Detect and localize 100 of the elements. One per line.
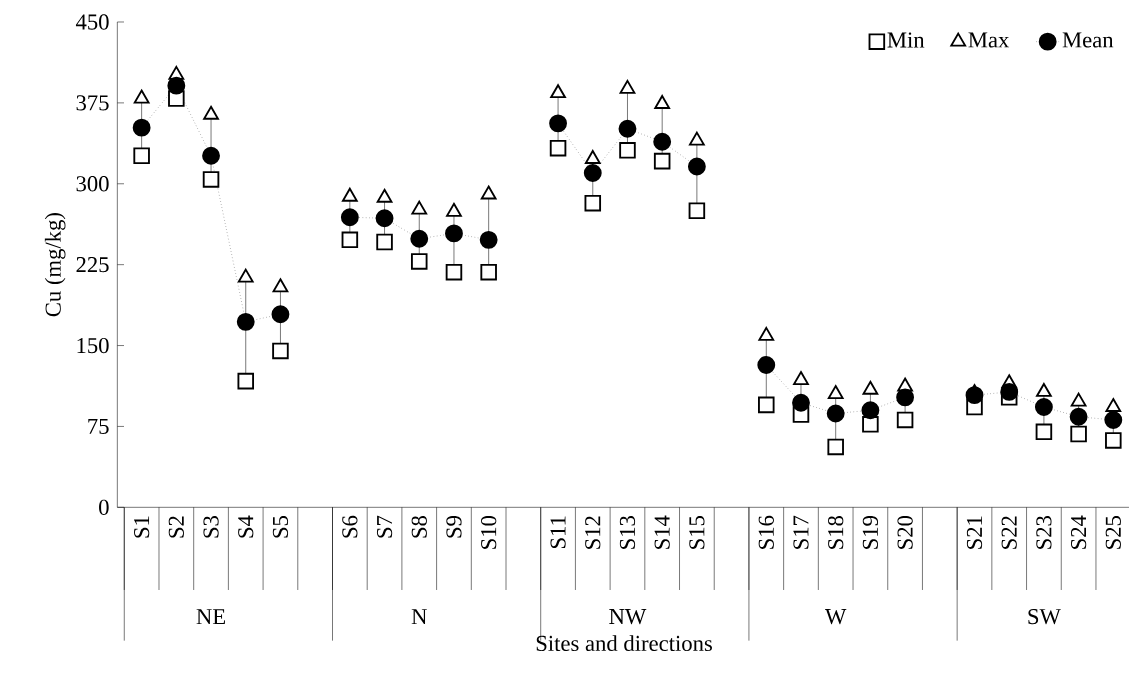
text: NW (609, 609, 647, 625)
point (132, 118, 151, 137)
text: SW (1028, 608, 1061, 625)
x-tick-label: S8 (411, 516, 427, 538)
x-tick-label: S19 (862, 516, 879, 549)
point (237, 372, 255, 390)
point (202, 171, 220, 188)
y-tick-label: 300 (76, 176, 109, 192)
legend-label: Mean (1062, 32, 1114, 48)
x-tick-label: S14 (654, 515, 670, 549)
point (202, 146, 220, 165)
point (862, 380, 879, 395)
point (619, 142, 636, 159)
point (896, 388, 915, 407)
point (375, 209, 394, 228)
point (341, 231, 359, 249)
point (792, 393, 810, 412)
x-tick-label: S21 (966, 516, 983, 549)
x-tick-label: S10 (481, 516, 497, 549)
point (619, 79, 636, 94)
point (479, 230, 498, 249)
point (1036, 382, 1052, 397)
legend-label: Max (968, 32, 1010, 48)
point (687, 157, 706, 176)
x-tick-label: S20 (897, 516, 913, 549)
point (757, 356, 776, 374)
point (583, 164, 602, 182)
text: N (411, 609, 427, 625)
point (341, 187, 358, 202)
text: NE (196, 609, 226, 625)
x-tick-label: S5 (272, 516, 289, 538)
point (965, 386, 984, 405)
point (861, 401, 880, 420)
point (689, 131, 705, 146)
x-tick-label: S1 (134, 516, 150, 538)
x-tick-label: S15 (689, 516, 705, 549)
x-tick-label: S17 (793, 515, 809, 549)
y-tick-label: 225 (76, 257, 109, 273)
point (1104, 411, 1123, 429)
y-tick-label: 0 (99, 499, 109, 515)
point (203, 105, 219, 120)
x-tick-label: S4 (238, 515, 254, 538)
x-tick-label: S6 (342, 515, 358, 538)
point (549, 139, 567, 157)
x-tick-label: S18 (828, 516, 844, 549)
x-tick-label: S2 (168, 516, 184, 538)
point (411, 200, 428, 215)
point (1105, 432, 1122, 449)
point (654, 95, 671, 109)
point (445, 224, 463, 243)
point (1070, 392, 1087, 407)
point (758, 326, 775, 341)
point (237, 268, 254, 283)
point (653, 152, 671, 170)
y-tick-label: 375 (76, 95, 109, 111)
y-tick-label: 75 (88, 418, 109, 434)
point (549, 114, 568, 133)
point (758, 396, 775, 414)
point (480, 185, 497, 200)
point (1034, 398, 1053, 416)
point (410, 253, 428, 270)
x-tick-label: S13 (619, 516, 636, 549)
x-tick-label: S25 (1105, 516, 1121, 549)
point (584, 194, 602, 212)
point (376, 233, 393, 251)
point (445, 263, 463, 281)
x-tick-label: S12 (585, 516, 601, 549)
text: W (825, 609, 847, 625)
point (272, 342, 289, 360)
y-tick-label: 450 (75, 14, 109, 30)
point (827, 385, 844, 400)
point (896, 411, 914, 429)
point (133, 89, 150, 104)
point (826, 404, 845, 423)
point (827, 438, 844, 456)
point (618, 119, 637, 138)
point (410, 229, 429, 248)
x-tick-label: S11 (550, 516, 566, 549)
point (271, 305, 290, 324)
point (446, 202, 462, 217)
x-tick-label: S16 (758, 515, 774, 549)
point (167, 76, 186, 95)
legend-label: Min (887, 32, 925, 48)
x-tick-label: S23 (1036, 516, 1052, 549)
point (1070, 425, 1087, 443)
point (1069, 407, 1088, 426)
point (584, 150, 601, 164)
x-tick-label: S7 (376, 515, 393, 538)
point (272, 278, 289, 293)
point (862, 416, 879, 433)
y-tick-label: 150 (77, 337, 109, 354)
point (550, 84, 566, 99)
point (688, 202, 706, 220)
point (376, 188, 393, 203)
point (480, 263, 497, 281)
point (1000, 382, 1019, 401)
point (133, 147, 150, 164)
x-tick-label: S9 (446, 516, 462, 538)
x-tick-label: S3 (203, 516, 219, 538)
point (236, 312, 255, 331)
